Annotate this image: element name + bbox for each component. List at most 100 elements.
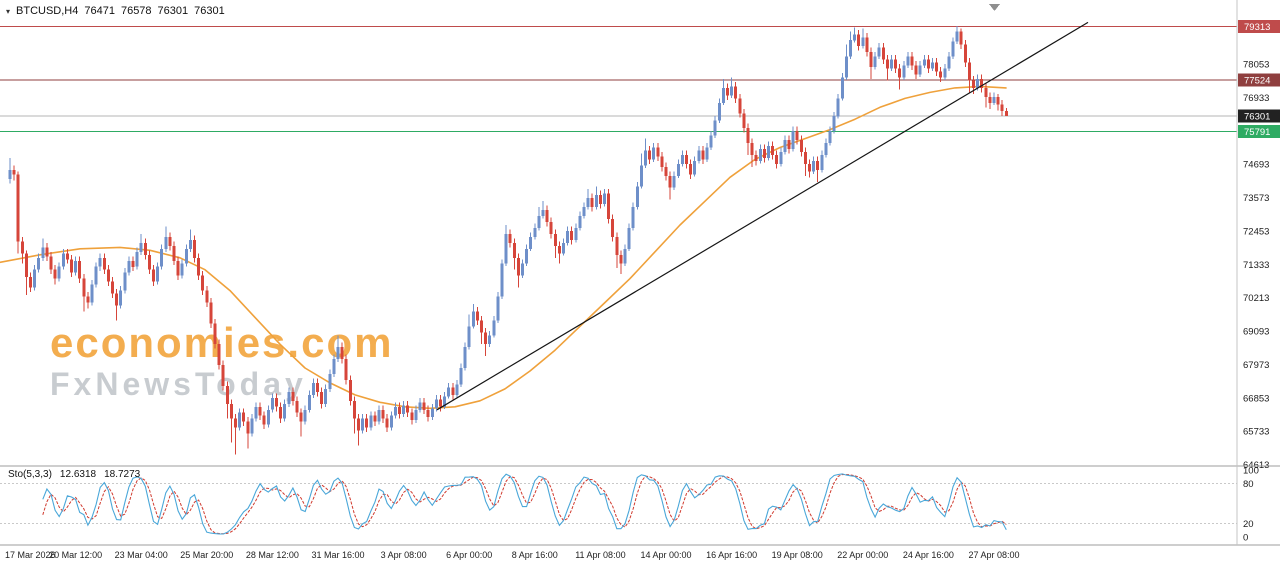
candle-body <box>16 174 20 242</box>
candle-body <box>106 269 110 282</box>
candle-body <box>533 228 537 237</box>
candle-body <box>902 65 906 78</box>
candle-body <box>320 391 324 404</box>
candle-body <box>680 155 684 164</box>
candle-body <box>906 56 910 66</box>
candle-body <box>947 56 951 69</box>
candle-body <box>197 257 201 276</box>
candle-body <box>229 403 233 419</box>
candle-body <box>221 365 225 386</box>
candle-body <box>701 150 705 160</box>
candle-body <box>689 163 693 175</box>
candle-body <box>820 155 824 170</box>
candle-body <box>857 34 861 47</box>
candle-body <box>775 155 779 164</box>
candle-body <box>557 245 561 254</box>
candle-body <box>795 131 799 140</box>
candle-body <box>160 248 164 267</box>
candle-body <box>61 253 65 267</box>
candle-body <box>717 102 721 121</box>
candle-body <box>545 210 549 222</box>
candle-body <box>164 236 168 249</box>
candle-body <box>467 326 471 348</box>
candle-body <box>603 193 606 205</box>
candle-body <box>525 248 529 264</box>
candle-body <box>512 242 516 258</box>
candle-body <box>931 62 934 69</box>
chart-shift-marker-icon[interactable] <box>989 4 1000 11</box>
time-axis-label: 14 Apr 00:00 <box>640 550 691 560</box>
candle-body <box>586 198 590 208</box>
ohlc-info-bar: ▾ BTCUSD,H4 76471 76578 76301 76301 <box>6 5 225 17</box>
price-axis-label: 69093 <box>1243 327 1269 338</box>
open-value: 76471 <box>84 5 115 17</box>
candle-body <box>570 231 574 240</box>
candle-body <box>885 59 889 69</box>
candle-body <box>234 418 237 428</box>
stoch-axis-label: 0 <box>1243 533 1248 544</box>
candle-body <box>996 96 1000 105</box>
candle-body <box>217 344 221 366</box>
price-axis-label: 70213 <box>1243 293 1269 304</box>
candle-body <box>361 418 365 431</box>
candle-body <box>918 65 922 75</box>
candle-body <box>664 166 668 176</box>
candle-body <box>619 254 623 264</box>
candle-body <box>258 406 262 416</box>
candle-body <box>853 34 857 41</box>
candle-body <box>873 56 877 67</box>
candle-body <box>287 391 291 404</box>
price-axis-label: 67973 <box>1243 360 1269 371</box>
candle-body <box>685 155 688 164</box>
candle-body <box>672 175 676 188</box>
candle-body <box>849 40 852 57</box>
stoch-axis-label: 80 <box>1243 479 1254 490</box>
candle-body <box>455 384 459 395</box>
candle-body <box>890 59 893 69</box>
candle-body <box>123 272 127 291</box>
candle-body <box>1000 104 1004 112</box>
candle-body <box>840 77 844 99</box>
candle-body <box>311 382 315 395</box>
candle-body <box>541 210 545 217</box>
time-axis-label: 20 Mar 12:00 <box>49 550 102 560</box>
price-tag <box>1238 73 1280 87</box>
price-tag-label: 79313 <box>1244 22 1270 33</box>
candle-body <box>12 169 16 175</box>
candle-body <box>611 219 615 237</box>
candle-body <box>406 405 410 413</box>
candle-body <box>443 396 447 407</box>
candle-body <box>644 150 647 166</box>
time-axis-label: 19 Apr 08:00 <box>772 550 823 560</box>
stoch-axis-label: 20 <box>1243 519 1254 530</box>
candle-body <box>340 347 344 360</box>
candle-body <box>70 259 73 273</box>
candle-body <box>816 160 820 170</box>
candle-body <box>434 399 438 409</box>
symbol-dropdown-icon[interactable]: ▾ <box>6 6 11 16</box>
candle-body <box>537 216 541 228</box>
price-axis-label: 73573 <box>1243 193 1269 204</box>
candle-body <box>385 418 389 428</box>
stoch-name: Sto(5,3,3) <box>8 469 52 480</box>
time-axis-label: 27 Apr 08:00 <box>968 550 1019 560</box>
candle-body <box>758 149 762 161</box>
candle-body <box>812 160 816 172</box>
candle-body <box>119 290 123 306</box>
candle-body <box>348 380 352 401</box>
time-axis-label: 8 Apr 16:00 <box>512 550 558 560</box>
candle-body <box>266 409 270 425</box>
candle-body <box>939 71 943 78</box>
candle-body <box>115 293 119 306</box>
trendline[interactable] <box>436 21 1089 411</box>
candle-body <box>504 233 508 264</box>
candle-body <box>377 409 381 422</box>
candle-body <box>316 382 319 392</box>
candle-body <box>771 146 775 155</box>
candle-body <box>631 207 635 228</box>
candle-body <box>250 418 254 434</box>
candle-body <box>49 256 53 270</box>
candle-body <box>332 359 336 374</box>
